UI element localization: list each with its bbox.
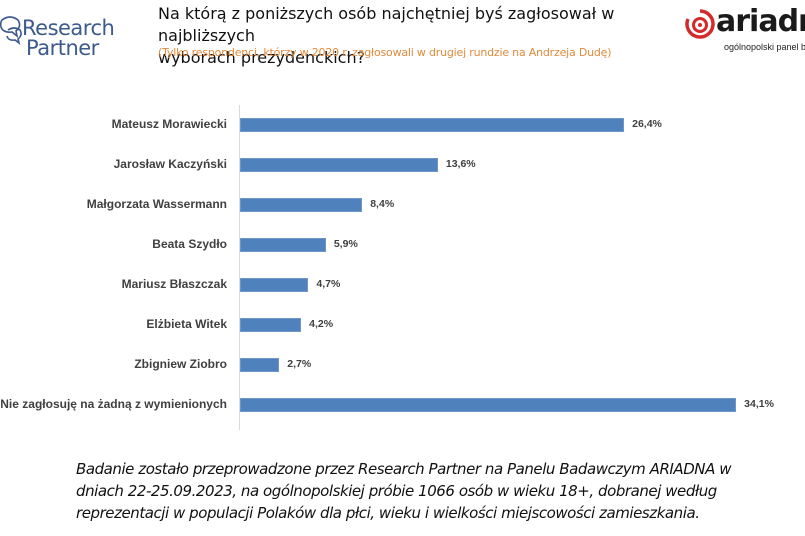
value-label: 26,4% <box>632 118 662 130</box>
chart-row: Beata Szydło 5,9% <box>0 225 805 265</box>
bar <box>240 118 625 132</box>
category-label: Zbigniew Ziobro <box>134 357 227 371</box>
ariadna-wordmark: ariadna <box>716 4 805 39</box>
chart-row: Mateusz Morawiecki 26,4% <box>0 105 805 145</box>
bar-chart: Mateusz Morawiecki 26,4% Jarosław Kaczyńsk… <box>0 105 805 435</box>
chart-subtitle: (Tylko respondenci, którzy w 2020 r. zag… <box>158 46 612 59</box>
logo-text-research: Research <box>22 16 115 40</box>
bar <box>240 238 326 252</box>
category-label: Małgorzata Wassermann <box>86 197 227 211</box>
category-label: Elżbieta Witek <box>146 317 227 331</box>
y-axis-line <box>239 105 240 430</box>
ariadna-logo: ariadna ogólnopolski panel b <box>684 4 805 54</box>
chart-row: Elżbieta Witek 4,2% <box>0 305 805 345</box>
value-label: 5,9% <box>333 238 358 250</box>
ariadna-tagline: ogólnopolski panel b <box>724 42 805 52</box>
value-label: 13,6% <box>445 158 476 170</box>
bar <box>240 198 363 212</box>
bar <box>240 318 302 332</box>
bar <box>240 358 280 372</box>
bar <box>240 158 438 172</box>
value-label: 34,1% <box>744 398 774 410</box>
value-label: 4,7% <box>316 278 341 290</box>
chart-row: Małgorzata Wassermann 8,4% <box>0 185 805 225</box>
category-label: Nie zagłosuję na żadną z wymienionych <box>0 397 227 411</box>
logo-text-partner: Partner <box>26 36 99 60</box>
bar <box>240 398 737 412</box>
bar <box>240 278 309 292</box>
chart-title: Na którą z poniższych osób najchętniej b… <box>158 4 615 67</box>
chart-row: Mariusz Błaszczak 4,7% <box>0 265 805 305</box>
methodology-note: Badanie zostało przeprowadzone przez Res… <box>76 458 756 524</box>
category-label: Jarosław Kaczyński <box>113 157 227 171</box>
chart-row: Jarosław Kaczyński 13,6% <box>0 145 805 185</box>
speech-bubbles-icon <box>0 16 22 45</box>
chart-row: Nie zagłosuję na żadną z wymienionych 34,… <box>0 385 805 425</box>
research-partner-logo: Research Partner <box>0 8 115 59</box>
category-label: Mateusz Morawiecki <box>111 117 227 131</box>
value-label: 8,4% <box>370 198 395 210</box>
value-label: 4,2% <box>309 318 334 330</box>
target-spiral-icon <box>685 9 715 39</box>
note-line-1: Badanie zostało przeprowadzone przez Res… <box>76 460 732 478</box>
category-label: Mariusz Błaszczak <box>121 277 227 291</box>
chart-row: Zbigniew Ziobro 2,7% <box>0 345 805 385</box>
note-line-2: dniach 22-25.09.2023, na ogólnopolskiej … <box>76 482 717 500</box>
category-label: Beata Szydło <box>152 237 227 251</box>
value-label: 2,7% <box>287 358 312 370</box>
note-line-3: reprezentacji w populacji Polaków dla pł… <box>76 504 700 522</box>
